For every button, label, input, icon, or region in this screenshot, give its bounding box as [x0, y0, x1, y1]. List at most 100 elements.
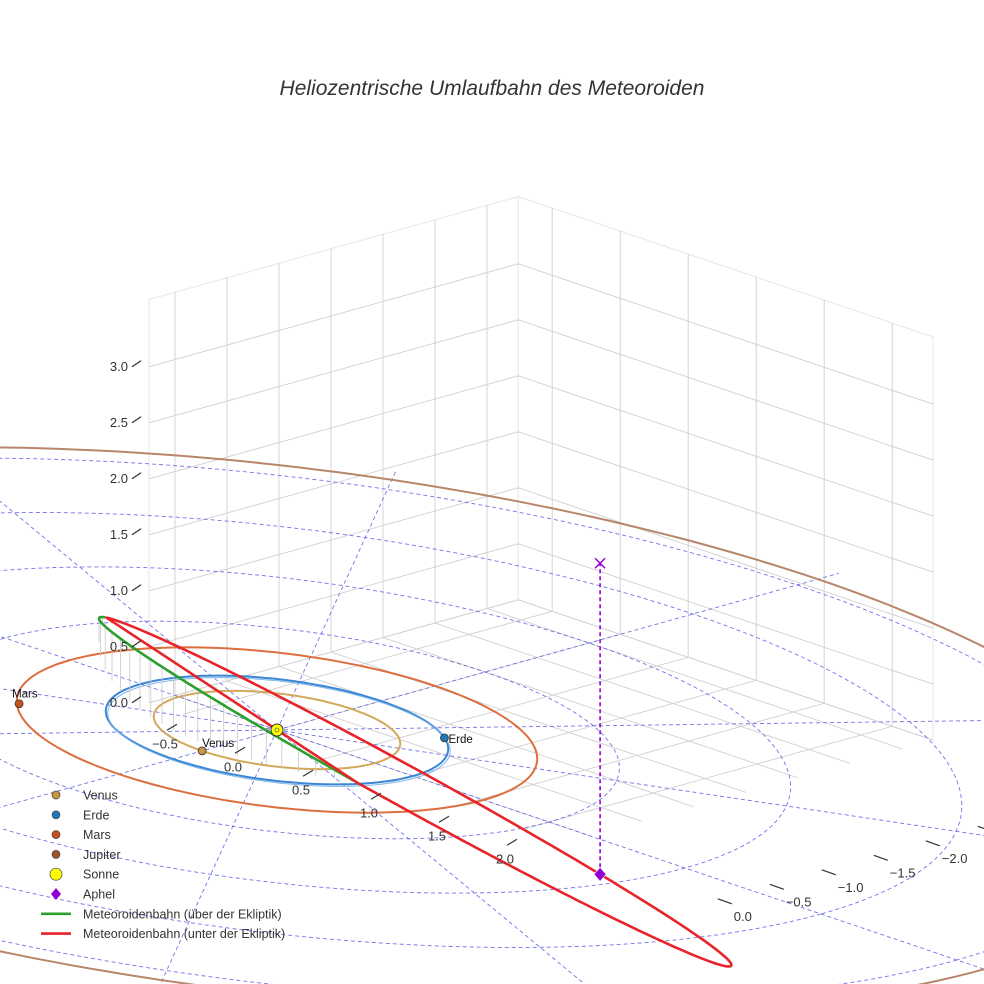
grid-line-x [386, 277, 757, 784]
grid-line-y [278, 263, 694, 808]
x-tick-label: 0.0 [224, 759, 242, 774]
z-tick-mark [131, 472, 142, 480]
grid-line-y [434, 219, 850, 764]
y-tick-label: 0.0 [734, 909, 752, 924]
reference-spoke [276, 470, 397, 731]
venus-orbit [152, 689, 402, 771]
grid-line-x [522, 323, 893, 830]
meteoroid-orbit-below [105, 616, 733, 968]
y-tick-label: −0.5 [786, 894, 812, 909]
grid-line-z [148, 487, 934, 629]
aphel-marker [593, 866, 607, 882]
grid-line-z [148, 431, 934, 573]
z-tick-mark [131, 696, 142, 704]
grid-line-z [148, 599, 934, 741]
z-tick-label: 3.0 [110, 359, 128, 374]
y-tick-label: −1.0 [838, 880, 864, 895]
grid-line-x [454, 300, 825, 807]
x-tick-label: 1.5 [428, 828, 446, 843]
z-tick-mark [131, 528, 142, 536]
legend-label: Sonne [83, 868, 119, 882]
y-tick-mark [977, 825, 984, 830]
axis-ticks: 0.0 0.5 1.0 1.5 2.0 2.5 3.0 0.0 −0.5 −1.0 −1.5 −2.0… [110, 359, 984, 924]
reference-spoke [276, 572, 839, 731]
y-tick-label: −2.0 [942, 851, 968, 866]
chart-title: Heliozentrische Umlaufbahn des Meteoroid… [280, 77, 705, 100]
reference-spoke [276, 729, 984, 836]
legend-swatch-marker [51, 790, 61, 800]
grid-line-y [486, 205, 902, 750]
legend-label: Meteoroidenbahn (unter der Ekliptik) [83, 927, 285, 941]
z-tick-label: 2.0 [110, 471, 128, 486]
meteoroid-orbit-above [97, 615, 356, 783]
z-tick-mark [131, 360, 142, 368]
celestial-bodies: Venus Erde Mars [12, 689, 473, 756]
x-tick-label: 1.0 [360, 805, 378, 820]
meteoroid-drop-lines [98, 617, 335, 779]
reference-spoke [276, 720, 984, 731]
x-tick-mark [234, 746, 246, 754]
sun-marker [270, 723, 284, 737]
legend-label: Jupiter [83, 848, 121, 862]
grid-line-z [148, 375, 934, 517]
grid-line-z [148, 543, 934, 685]
x-tick-label: 0.5 [292, 782, 310, 797]
grid-lines [148, 205, 934, 837]
meteoroid-orbit [97, 615, 733, 968]
grid-line-z [148, 319, 934, 461]
legend-swatch-marker [49, 867, 63, 881]
z-tick-label: 2.5 [110, 415, 128, 430]
y-tick-mark [821, 869, 837, 876]
legend-swatch-marker [51, 830, 61, 839]
planet-label-mars: Mars [12, 689, 38, 701]
x-tick-mark [438, 815, 450, 823]
earth-orbit-shadow [107, 677, 451, 787]
sun-core [274, 727, 280, 733]
x-tick-label: −0.5 [152, 736, 178, 751]
grid-line-x [182, 208, 553, 715]
grid-line-x [318, 254, 689, 761]
legend-swatch-diamond [51, 888, 61, 900]
grid-line-z [148, 263, 934, 405]
z-tick-label: 0.0 [110, 695, 128, 710]
z-tick-label: 1.5 [110, 527, 128, 542]
y-tick-mark [769, 883, 785, 890]
legend-label: Erde [83, 808, 109, 822]
aphel-marker-group [593, 557, 607, 882]
legend-label: Meteoroidenbahn (über der Ekliptik) [83, 907, 282, 921]
z-tick-mark [131, 416, 142, 424]
jupiter-orbit [0, 446, 984, 984]
x-tick-mark [302, 769, 314, 777]
reference-spoke [0, 635, 278, 731]
axis-panes [148, 195, 934, 741]
y-tick-mark [925, 840, 941, 847]
legend-label: Venus [83, 789, 118, 803]
y-tick-mark [717, 898, 733, 905]
reference-spoke [276, 729, 984, 970]
planet-label-venus: Venus [202, 738, 234, 750]
legend-label: Aphel [83, 888, 115, 902]
z-tick-mark [131, 640, 142, 648]
planet-marker-mars [14, 699, 24, 709]
x-tick-label: 2.0 [496, 851, 514, 866]
reference-spoke [159, 729, 278, 984]
y-tick-label: −1.5 [890, 865, 916, 880]
mars-orbit [15, 646, 539, 814]
legend-swatch-marker [51, 810, 61, 820]
legend: Venus Erde Mars Jupiter Sonne Aphel Meteoroide… [41, 789, 285, 941]
z-tick-label: 1.0 [110, 583, 128, 598]
reference-spoke [0, 729, 278, 735]
aphel-ecliptic-cross [594, 557, 606, 569]
z-tick-mark [131, 584, 142, 592]
planet-label-erde: Erde [448, 734, 472, 746]
planet-marker-venus [197, 746, 207, 756]
reference-spoke [0, 688, 278, 731]
grid-line-y [330, 248, 746, 793]
grid-line-y [226, 277, 642, 822]
planet-marker-erde [440, 733, 449, 743]
legend-swatch-marker [51, 850, 61, 859]
x-tick-mark [370, 792, 382, 800]
x-tick-mark [506, 838, 518, 846]
grid-line-y [382, 234, 798, 779]
